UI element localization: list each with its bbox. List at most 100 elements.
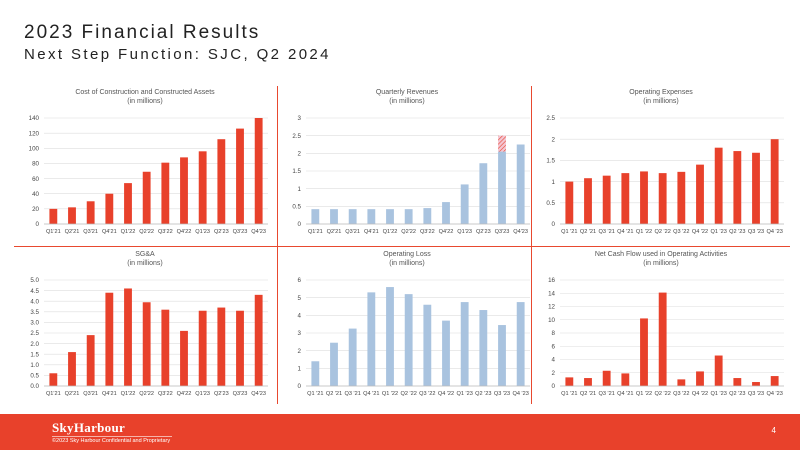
bar — [640, 318, 648, 386]
chart-panel-operating-expenses: Operating Expenses (in millions) 0 0.5 1 1.5… — [530, 86, 792, 246]
chart-units: (in millions) — [643, 260, 679, 267]
x-tick-label: Q2 '23 — [729, 229, 745, 235]
bar — [105, 292, 114, 386]
bar — [330, 209, 338, 224]
bar — [180, 330, 188, 386]
y-tick-label: 1.0 — [30, 362, 39, 369]
chart-units: (in millions) — [643, 98, 679, 105]
bar — [142, 302, 151, 386]
chart-title: Operating Loss — [383, 251, 431, 258]
bar — [640, 171, 648, 224]
y-tick-label: 3 — [298, 330, 302, 337]
y-tick-label: 16 — [548, 277, 555, 284]
chart-svg: 0 20 40 60 80 100 120 140 Q1'21 Q2'21 Q3'21 Q4'21 Q1… — [29, 115, 268, 235]
x-tick-label: Q1 '22 — [382, 391, 398, 397]
x-tick-label: Q2 '22 — [655, 391, 671, 397]
x-tick-label: Q2'21 — [65, 391, 80, 397]
chart-panel-quarterly-revenues: Quarterly Revenues (in millions) 0 0.5 1 1.5… — [276, 86, 538, 246]
bar — [658, 173, 667, 224]
bar — [105, 193, 114, 224]
bar — [254, 118, 263, 224]
x-tick-label: Q4'23 — [251, 391, 266, 397]
x-tick-label: Q2'22 — [139, 229, 154, 235]
bar — [49, 373, 58, 386]
x-tick-label: Q3 '21 — [599, 391, 615, 397]
bar — [479, 310, 488, 386]
bar — [658, 292, 667, 386]
bar — [498, 325, 506, 386]
y-tick-label: 1 — [298, 186, 302, 193]
x-tick-label: Q3 '22 — [419, 391, 435, 397]
y-tick-label: 4.5 — [30, 288, 39, 295]
bar — [254, 294, 263, 386]
bar — [236, 128, 244, 224]
y-tick-label: 40 — [32, 191, 39, 198]
bar — [161, 162, 170, 224]
y-tick-label: 14 — [548, 290, 555, 297]
divider-horizontal — [14, 246, 790, 247]
x-tick-label: Q2 '22 — [655, 229, 671, 235]
y-tick-label: 2 — [552, 370, 556, 377]
x-tick-label: Q1'21 — [46, 391, 61, 397]
x-tick-label: Q1 '22 — [636, 391, 652, 397]
y-tick-label: 1 — [552, 179, 556, 186]
bar — [696, 371, 704, 386]
bar — [584, 178, 592, 224]
y-tick-label: 0.5 — [30, 373, 39, 380]
bar — [161, 309, 170, 386]
bar — [423, 304, 432, 386]
y-tick-label: 1.5 — [292, 168, 301, 175]
bar — [86, 201, 95, 224]
x-tick-label: Q4'21 — [364, 229, 379, 235]
x-tick-label: Q4'22 — [177, 229, 192, 235]
bar — [386, 209, 394, 224]
x-tick-label: Q3 '21 — [599, 229, 615, 235]
x-tick-label: Q1 '23 — [711, 229, 727, 235]
bar — [714, 147, 723, 224]
x-tick-label: Q4'23 — [251, 229, 266, 235]
x-tick-label: Q1'22 — [383, 229, 398, 235]
bar — [602, 370, 611, 386]
x-tick-label: Q4'22 — [177, 391, 192, 397]
x-tick-label: Q1'22 — [121, 391, 136, 397]
chart-svg: 00.511.522.5Q1 '21 Q2 '21 Q3 '21 Q4 '21 Q1 '… — [546, 115, 784, 235]
chart-units: (in millions) — [389, 260, 425, 267]
chart-svg: 0.0 0.5 1.0 1.5 2.0 2.5 3.0 3.5 4.0 4.5 5.0 Q1'21 Q2… — [30, 277, 268, 397]
y-tick-label: 10 — [548, 317, 555, 324]
bar — [733, 378, 742, 386]
bar — [498, 151, 506, 224]
x-tick-label: Q1'23 — [195, 391, 210, 397]
x-tick-label: Q4 '23 — [767, 229, 783, 235]
bar — [752, 382, 760, 386]
x-tick-label: Q4 '22 — [692, 391, 708, 397]
bar — [404, 294, 413, 386]
page-number: 4 — [771, 426, 776, 435]
x-tick-label: Q4 '21 — [363, 391, 379, 397]
bar — [516, 302, 525, 386]
bar — [348, 209, 357, 224]
bar — [180, 157, 188, 224]
bar — [86, 335, 95, 386]
x-tick-label: Q3 '22 — [673, 229, 689, 235]
x-tick-label: Q2'23 — [214, 229, 229, 235]
chart-units: (in millions) — [389, 98, 425, 105]
x-tick-label: Q2'22 — [139, 391, 154, 397]
x-tick-label: Q1'22 — [121, 229, 136, 235]
y-tick-label: 60 — [32, 176, 39, 183]
y-tick-label: 0.5 — [292, 204, 301, 211]
confidential-notice: ©2023 Sky Harbour Confidential and Propr… — [52, 438, 171, 444]
y-tick-label: 2 — [552, 136, 556, 143]
y-tick-label: 4.0 — [30, 298, 39, 305]
bar — [565, 181, 574, 224]
y-tick-label: 6 — [298, 277, 302, 284]
x-tick-label: Q3'21 — [345, 229, 360, 235]
bar — [460, 184, 469, 224]
y-tick-label: 3.0 — [30, 320, 39, 327]
bar — [621, 373, 630, 386]
bar — [565, 377, 574, 386]
x-tick-label: Q2'23 — [214, 391, 229, 397]
bar — [696, 164, 704, 224]
x-tick-label: Q2'21 — [327, 229, 342, 235]
